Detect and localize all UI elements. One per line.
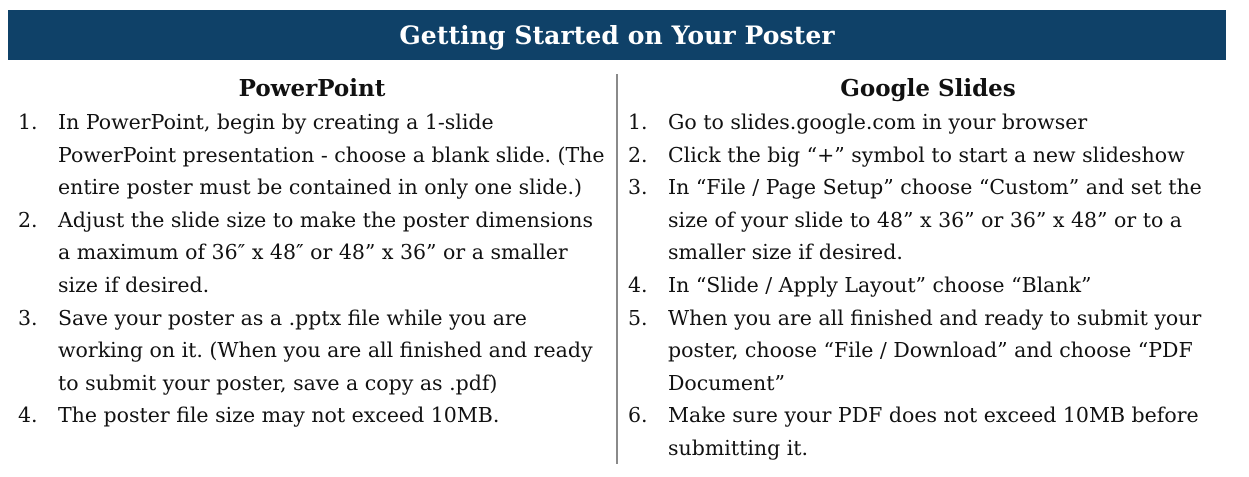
powerpoint-column: PowerPoint 1. In PowerPoint, begin by cr… [18,72,606,432]
google-slides-step-4: 4. In “Slide / Apply Layout” choose “Bla… [628,269,1228,302]
step-text: When you are all finished and ready to s… [668,305,1202,395]
step-text: In PowerPoint, begin by creating a 1-sli… [58,110,605,200]
google-slides-steps-list: 1. Go to slides.google.com in your brows… [628,106,1228,465]
step-text: The poster file size may not exceed 10MB… [58,403,500,428]
powerpoint-step-4: 4. The poster file size may not exceed 1… [18,399,606,432]
step-number: 4. [628,272,648,297]
google-slides-step-3: 3. In “File / Page Setup” choose “Custom… [628,171,1228,269]
page-title: Getting Started on Your Poster [399,20,835,50]
step-number: 4. [18,403,38,428]
step-number: 3. [18,305,38,330]
step-number: 1. [18,110,38,134]
powerpoint-heading: PowerPoint [238,75,386,102]
header-banner: Getting Started on Your Poster [8,10,1226,60]
step-number: 3. [628,175,648,200]
google-slides-step-6: 6. Make sure your PDF does not exceed 10… [628,399,1228,464]
powerpoint-step-2: 2. Adjust the slide size to make the pos… [18,204,606,302]
powerpoint-steps-list: 1. In PowerPoint, begin by creating a 1-… [18,106,606,432]
step-number: 6. [628,403,648,428]
step-number: 2. [18,207,38,232]
step-text: Adjust the slide size to make the poster… [58,207,593,297]
column-divider [616,74,618,464]
step-text: In “File / Page Setup” choose “Custom” a… [668,175,1202,265]
google-slides-step-2: 2. Click the big “+” symbol to start a n… [628,139,1228,172]
step-number: 5. [628,305,648,330]
google-slides-step-5: 5. When you are all finished and ready t… [628,302,1228,400]
step-text: Save your poster as a .pptx file while y… [58,305,593,395]
step-number: 2. [628,142,648,167]
step-text: Go to slides.google.com in your browser [668,110,1088,134]
step-text: In “Slide / Apply Layout” choose “Blank” [668,272,1092,297]
step-text: Make sure your PDF does not exceed 10MB … [668,403,1199,460]
powerpoint-step-1: 1. In PowerPoint, begin by creating a 1-… [18,106,606,204]
google-slides-step-1: 1. Go to slides.google.com in your brows… [628,106,1228,139]
google-slides-heading: Google Slides [840,75,1016,102]
google-slides-column: Google Slides 1. Go to slides.google.com… [628,72,1228,465]
step-text: Click the big “+” symbol to start a new … [668,142,1185,167]
powerpoint-step-3: 3. Save your poster as a .pptx file whil… [18,302,606,400]
step-number: 1. [628,110,648,134]
